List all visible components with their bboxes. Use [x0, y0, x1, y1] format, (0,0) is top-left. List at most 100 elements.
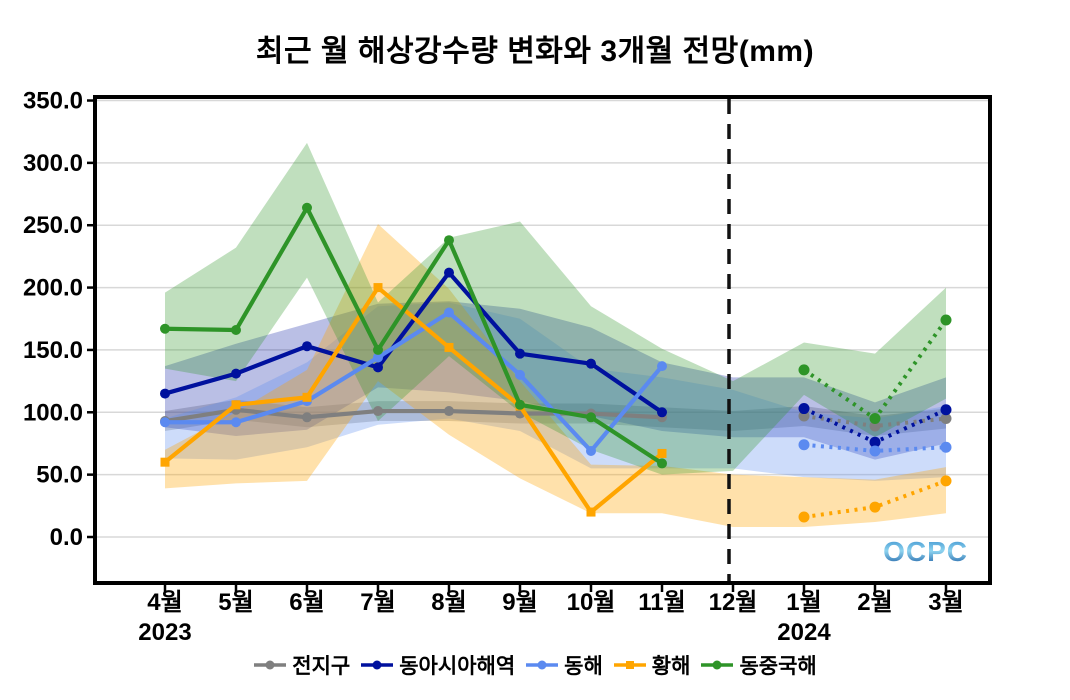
series-east-china-sea [160, 202, 952, 469]
marker-east-sea [798, 439, 810, 451]
marker-yellow-sea [798, 511, 810, 523]
marker-east-china-sea [160, 323, 170, 334]
band-east-china-sea [165, 142, 946, 475]
marker-yellow-sea [657, 448, 667, 458]
marker-east-asia-seas [869, 436, 881, 448]
chart-title: 최근 월 해상강수량 변화와 3개월 전망(mm) [255, 35, 815, 68]
marker-yellow-sea [373, 283, 383, 293]
history-line-yellow-sea [163, 285, 664, 515]
legend-swatch-yellow-sea [613, 661, 646, 669]
y-tick-label: 0.0 [50, 524, 83, 551]
x-tick-label: 2월 [857, 589, 892, 616]
marker-east-asia-seas [302, 341, 312, 352]
marker-east-china-sea [940, 314, 952, 326]
marker-east-asia-seas [798, 403, 810, 415]
marker-east-china-sea [302, 202, 312, 213]
marker-east-china-sea [586, 412, 596, 423]
legend-label-east-china-sea: 동중국해 [739, 655, 817, 678]
marker-east-china-sea [444, 235, 454, 246]
x-tick-label: 1월 [786, 589, 821, 616]
uncertainty-bands [165, 142, 946, 528]
axis-labels: 0.0 50.0 100.0 150.0 200.0 250.0 300.0 350.0 4월 5… [23, 88, 964, 646]
x-tick-label: 5월 [218, 589, 253, 616]
band-yellow-sea [165, 223, 946, 528]
series-yellow-sea [160, 283, 952, 523]
marker-east-sea [160, 417, 170, 428]
legend-item-east-china-sea: 동중국해 [700, 650, 817, 680]
year-label: 2023 [138, 619, 191, 646]
legend-label-east-asia-seas: 동아시아해역 [399, 655, 516, 678]
legend-label-yellow-sea: 황해 [651, 655, 691, 678]
ocpc-logo: OCPC [883, 536, 968, 567]
y-tick-label: 300.0 [23, 150, 83, 177]
marker-east-sea [444, 307, 454, 318]
x-tick-label: 12월 [709, 589, 758, 616]
chart-legend: 전지구 동아시아해역 동해 황해 동중국해 [0, 650, 1070, 680]
x-tick-label: 3월 [928, 589, 963, 616]
marker-east-asia-seas [586, 358, 596, 369]
marker-yellow-sea [586, 507, 596, 517]
marker-global [373, 406, 383, 417]
marker-global [940, 413, 952, 425]
marker-east-china-sea [373, 344, 383, 355]
marker-east-sea [940, 441, 952, 453]
legend-label-east-sea: 동해 [564, 655, 603, 678]
marker-east-sea [869, 445, 881, 457]
marker-east-asia-seas [160, 388, 170, 399]
legend-item-east-sea: 동해 [525, 650, 603, 680]
year-label: 2024 [777, 619, 831, 646]
marker-east-asia-seas [940, 404, 952, 416]
y-tick-label: 150.0 [23, 337, 83, 364]
marker-yellow-sea [231, 400, 241, 410]
marker-east-china-sea [657, 458, 667, 469]
history-line-east-china-sea [164, 205, 664, 466]
x-tick-label: 10월 [567, 589, 616, 616]
legend-item-yellow-sea: 황해 [613, 650, 691, 680]
y-tick-label: 200.0 [23, 275, 83, 302]
marker-east-asia-seas [231, 368, 241, 379]
x-tick-label: 9월 [502, 589, 537, 616]
marker-east-sea [657, 361, 667, 372]
marker-global [444, 406, 454, 417]
legend-swatch-east-asia-seas [361, 660, 394, 670]
y-tick-label: 350.0 [23, 88, 83, 115]
marker-yellow-sea [444, 342, 454, 352]
x-tick-label: 6월 [289, 589, 324, 616]
marker-yellow-sea [869, 501, 881, 513]
legend-item-east-asia-seas: 동아시아해역 [360, 650, 515, 680]
x-tick-label: 11월 [638, 589, 685, 616]
marker-east-sea [231, 417, 241, 428]
x-tick-label: 7월 [360, 589, 395, 616]
marker-yellow-sea [160, 457, 170, 467]
y-tick-label: 100.0 [23, 399, 83, 426]
marker-east-china-sea [231, 324, 241, 335]
band-global [165, 399, 946, 436]
marker-east-asia-seas [657, 407, 667, 418]
marker-yellow-sea [940, 475, 952, 487]
marker-global [302, 412, 312, 423]
x-tick-label: 8월 [431, 589, 466, 616]
marker-east-sea [586, 445, 596, 456]
gridlines [87, 99, 988, 539]
legend-swatch-global [254, 660, 287, 670]
marker-east-china-sea [515, 399, 525, 410]
legend-swatch-east-china-sea [701, 660, 734, 670]
legend-label-global: 전지구 [292, 655, 351, 678]
marker-east-china-sea [869, 413, 881, 425]
marker-east-asia-seas [515, 348, 525, 359]
x-tick-label: 4월 [147, 589, 182, 616]
band-east-asia-seas [165, 301, 946, 460]
marker-east-asia-seas [444, 267, 454, 278]
marker-yellow-sea [302, 392, 312, 402]
y-tick-label: 50.0 [36, 462, 83, 489]
history-line-east-sea [165, 310, 664, 454]
marker-east-china-sea [798, 364, 810, 376]
marker-east-sea [373, 352, 383, 363]
legend-item-global: 전지구 [253, 650, 350, 680]
marker-east-sea [515, 369, 525, 380]
marker-east-asia-seas [373, 362, 383, 373]
y-tick-label: 250.0 [23, 212, 83, 239]
legend-swatch-east-sea [526, 660, 559, 670]
